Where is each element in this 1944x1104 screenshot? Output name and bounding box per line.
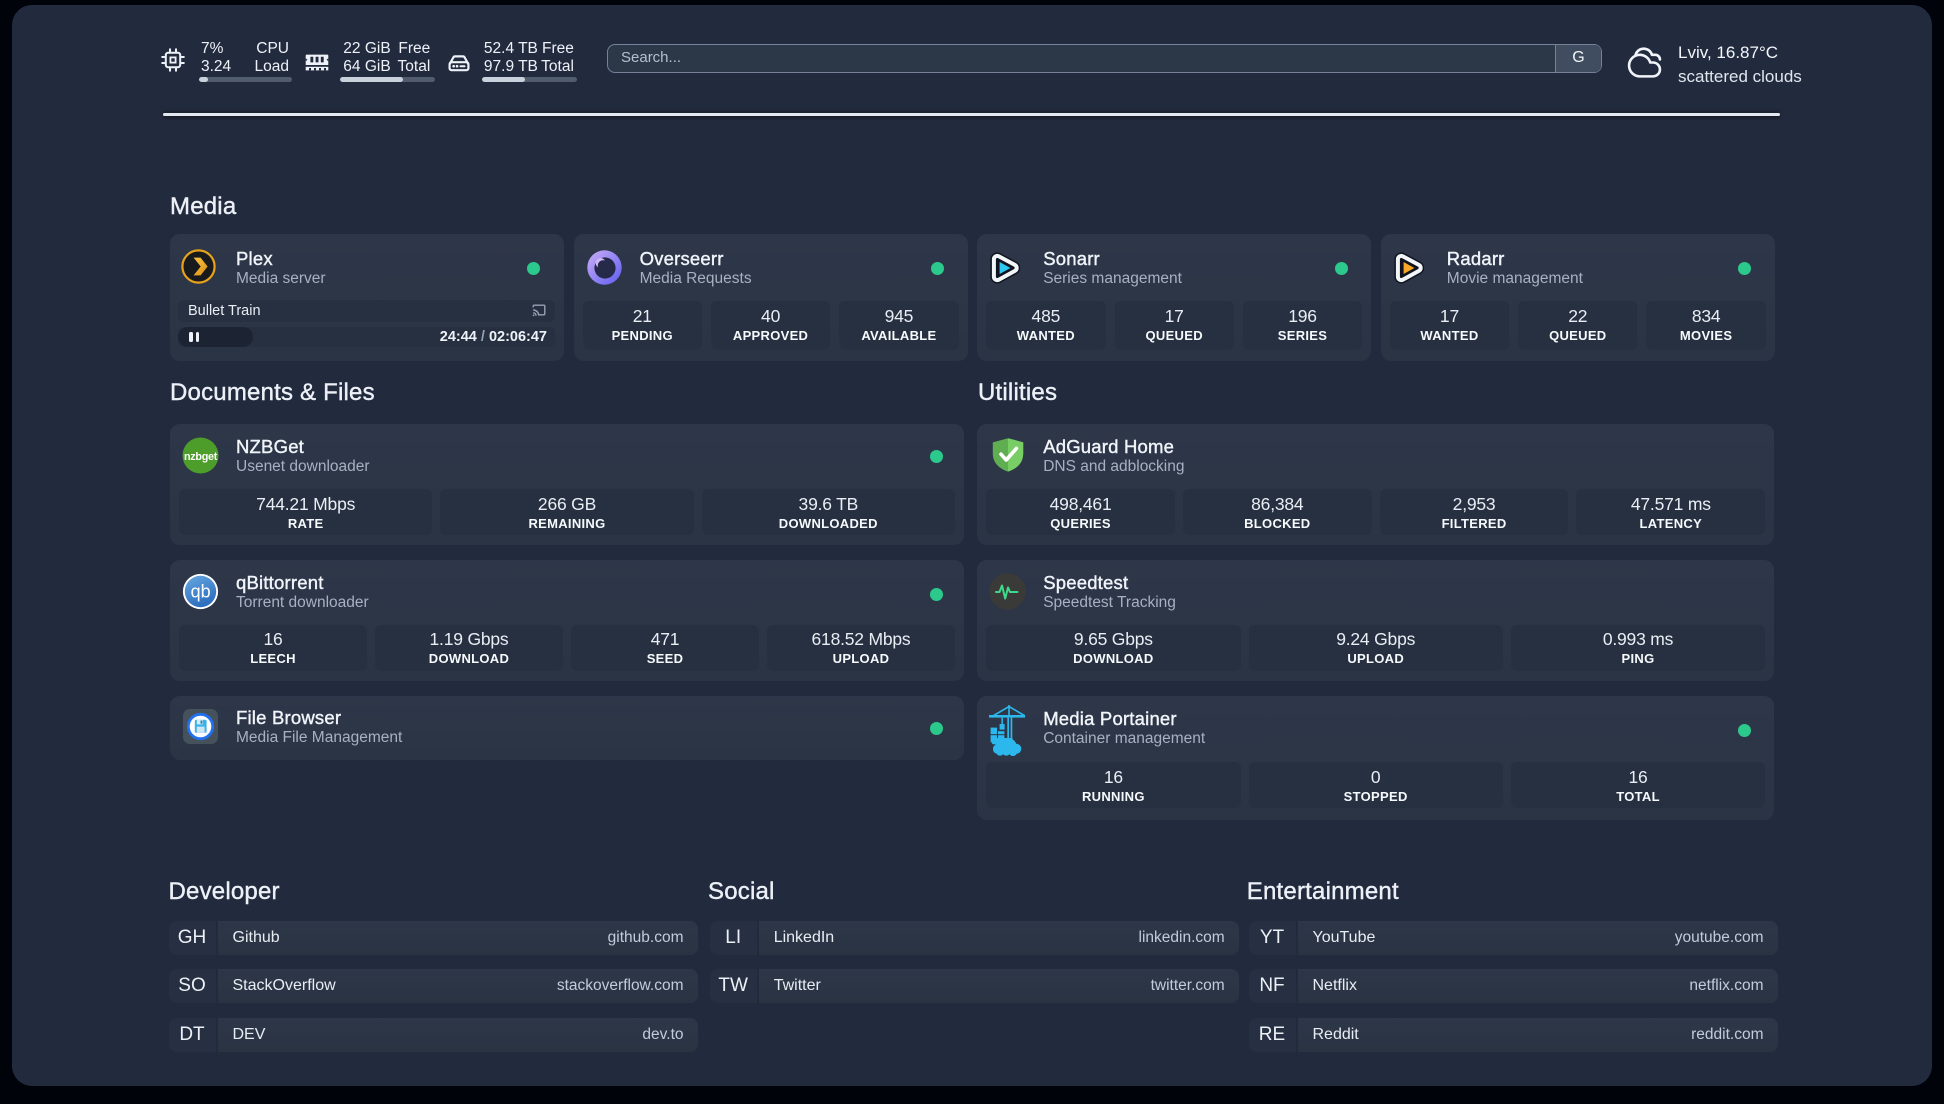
svg-text:nzbget: nzbget	[184, 451, 218, 463]
svg-text:qb: qb	[191, 581, 211, 601]
